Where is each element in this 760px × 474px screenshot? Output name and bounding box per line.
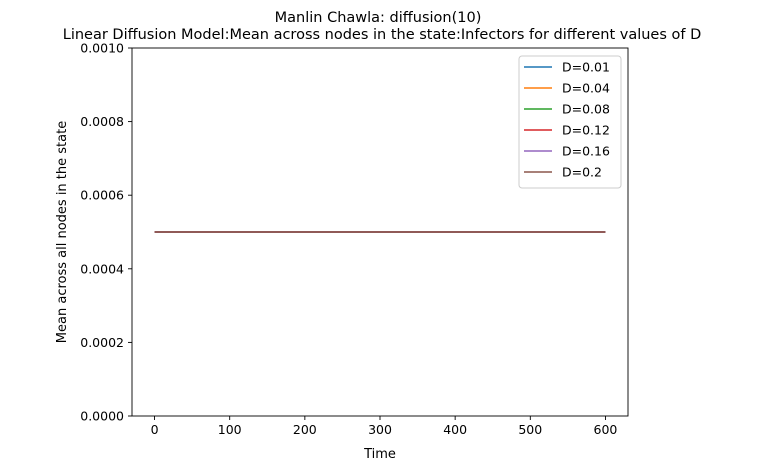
legend-label: D=0.12: [562, 123, 610, 138]
chart-legend: D=0.01 D=0.04 D=0.08 D=0.12 D=0.16 D=0.2: [518, 55, 622, 189]
chart-subtitle: Linear Diffusion Model:Mean across nodes…: [63, 27, 702, 43]
y-axis-label: Mean across all nodes in the state: [55, 121, 70, 343]
legend-label: D=0.08: [562, 102, 610, 117]
legend-label: D=0.16: [562, 144, 610, 159]
y-tick-label: 0.0000: [80, 409, 124, 424]
y-tick-label: 0.0002: [80, 335, 124, 350]
y-tick-label: 0.0006: [80, 188, 124, 203]
legend-label: D=0.2: [562, 165, 602, 180]
x-axis-label: Time: [363, 447, 396, 462]
x-tick-label: 500: [518, 422, 542, 437]
x-tick-label: 600: [594, 422, 618, 437]
x-tick-label: 400: [443, 422, 467, 437]
x-tick-label: 0: [151, 422, 159, 437]
legend-label: D=0.01: [562, 60, 610, 75]
x-tick-label: 300: [368, 422, 392, 437]
y-tick-label: 0.0004: [80, 261, 124, 276]
y-tick-label: 0.0010: [80, 41, 124, 56]
chart-title: Manlin Chawla: diffusion(10): [275, 10, 482, 26]
legend-label: D=0.04: [562, 81, 610, 96]
legend-box: [518, 55, 622, 189]
y-tick-label: 0.0008: [80, 114, 124, 129]
x-tick-label: 200: [293, 422, 317, 437]
plot-area: 0 100 200 300 400 500 600 0.0000 0.0002 0.0004 0.0…: [80, 41, 629, 437]
x-tick-label: 100: [218, 422, 242, 437]
